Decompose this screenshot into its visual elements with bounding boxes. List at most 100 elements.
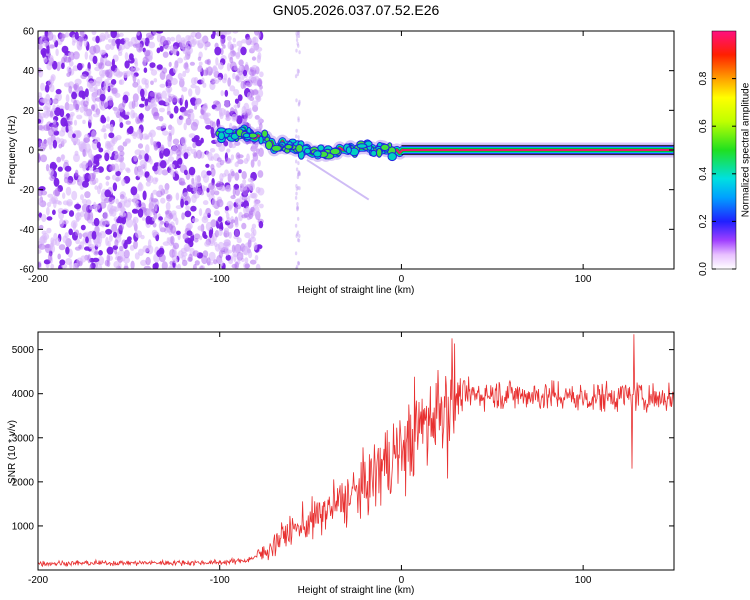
spectrogram-noise-cell (168, 223, 173, 231)
spectrogram-noise-cell (150, 136, 154, 146)
spectrogram-noise-cell (62, 139, 67, 144)
spectrogram-noise-cell (104, 152, 110, 162)
spectrogram-noise-cell (203, 212, 208, 221)
spectrogram-noise-cell (88, 114, 93, 123)
spectrogram-noise-cell (155, 234, 160, 242)
spectrogram-noise-cell (296, 202, 299, 206)
spectrogram-noise-cell (215, 180, 223, 191)
spectrogram-noise-cell (190, 148, 197, 154)
spectrogram-noise-cell (76, 40, 82, 50)
spectrogram-noise-cell (145, 256, 151, 266)
spectrogram-noise-cell (248, 210, 254, 220)
spectrogram-noise-cell (230, 154, 235, 161)
spectrogram-noise-cell (181, 259, 188, 267)
spectrogram-noise-cell (197, 39, 205, 49)
spectrogram-noise-cell (295, 134, 298, 139)
spectrogram-noise-cell (242, 179, 247, 185)
spectrogram-noise-cell (225, 184, 232, 193)
spectrogram-noise-cell (74, 78, 82, 86)
spectrogram-noise-cell (232, 31, 239, 34)
spectrogram-noise-cell (197, 67, 203, 73)
spectrogram-noise-cell (186, 46, 193, 55)
spectrogram-noise-cell (76, 114, 83, 120)
spectrogram-noise-cell (223, 109, 227, 115)
spectrogram-noise-cell (218, 108, 223, 118)
spectrogram-noise-cell (172, 138, 180, 145)
spectrogram-noise-cell (52, 209, 56, 216)
spectrogram-noise-cell (171, 145, 178, 155)
spectrogram-noise-cell (253, 156, 258, 162)
spectrogram-noise-cell (240, 46, 247, 56)
spectrogram-noise-cell (144, 153, 149, 162)
spectrogram-noise-cell (227, 77, 232, 87)
spectrogram-noise-cell (210, 164, 215, 170)
spectrogram-noise-cell (113, 261, 120, 269)
spectrogram-noise-cell (97, 256, 105, 266)
spectrogram-noise-cell (152, 263, 158, 269)
spectrogram-noise-cell (118, 79, 123, 85)
spectrogram-noise-cell (251, 142, 258, 151)
spectrogram-noise-cell (98, 250, 103, 256)
spectrogram-noise-cell (118, 224, 125, 231)
spectrogram-noise-cell (224, 157, 231, 164)
spectrogram-noise-cell (47, 54, 54, 62)
spectrogram-noise-cell (182, 233, 189, 240)
spectrogram-faint-streak (306, 159, 370, 201)
snr-axes: -200 -100 0 100 1000 2000 3000 4000 5000 (12, 332, 674, 586)
spectrogram-noise-cell (189, 61, 195, 66)
spectrogram-noise-cell (257, 187, 265, 196)
spectrogram-noise-cell (92, 165, 97, 171)
spectrogram-noise-cell (112, 231, 118, 238)
spectrogram-noise-cell (226, 148, 231, 153)
spectrogram-noise-cell (131, 100, 136, 109)
spectrogram-noise-cell (38, 243, 46, 250)
spectrogram-noise-cell (140, 259, 147, 266)
spectrogram-noise-cell (241, 39, 248, 44)
spectrogram-noise-cell (230, 195, 236, 200)
spectrogram-noise-cell (226, 217, 232, 223)
spectrogram-noise-cell (135, 230, 142, 239)
spectrogram-track-blob (217, 131, 225, 141)
spectrogram-noise-cell (126, 127, 134, 135)
spectrogram-noise-cell (68, 85, 73, 94)
spectrogram-noise-cell (46, 201, 52, 208)
spectrogram-noise-cell (173, 105, 179, 114)
spectrogram-noise-cell (297, 118, 300, 123)
spectrogram-noise-cell (119, 245, 124, 252)
spectrogram-noise-cell (129, 53, 134, 61)
spectrogram-noise-cell (198, 208, 203, 217)
spectrogram-noise-cell (104, 189, 111, 198)
spectrogram-noise-cell (245, 36, 252, 46)
spectrogram-noise-cell (121, 215, 127, 225)
spectrogram-noise-cell (65, 258, 73, 265)
spectrogram-noise-cell (172, 258, 179, 264)
spectrogram-noise-cell (56, 156, 62, 163)
snr-xlabel: Height of straight line (km) (298, 585, 415, 596)
spectrogram-noise-cell (141, 96, 146, 102)
spectrogram-noise-cell (198, 61, 203, 66)
spectrogram-noise-cell (124, 239, 132, 245)
spectrogram-noise-cell (72, 222, 77, 231)
spectrogram-noise-cell (65, 94, 70, 103)
spectrogram-noise-cell (143, 265, 151, 269)
spectrogram-noise-cell (117, 145, 125, 152)
spectrogram-noise-cell (183, 109, 189, 116)
spectrogram-noise-cell (38, 212, 43, 218)
spectrogram-noise-cell (176, 263, 182, 269)
spectrogram-noise-cell (94, 137, 101, 143)
spectrogram-noise-cell (167, 87, 171, 97)
spectrogram-noise-cell (219, 173, 224, 182)
spectrogram-noise-cell (161, 123, 167, 129)
spectrogram-noise-cell (189, 111, 195, 121)
spectrogram-noise-cell (59, 218, 65, 228)
spectrogram-noise-cell (133, 199, 139, 207)
spectrogram-noise-cell (159, 253, 166, 263)
spectrogram-noise-cell (254, 200, 260, 207)
spectrogram-noise-cell (93, 217, 100, 227)
spectrogram-noise-cell (144, 98, 149, 107)
spectrogram-noise-cell (192, 250, 200, 257)
spectrogram-noise-cell (138, 181, 143, 191)
spectrogram-track-blob (216, 127, 226, 133)
spectrogram-noise-cell (169, 169, 175, 175)
spectrogram-noise-cell (124, 138, 131, 144)
